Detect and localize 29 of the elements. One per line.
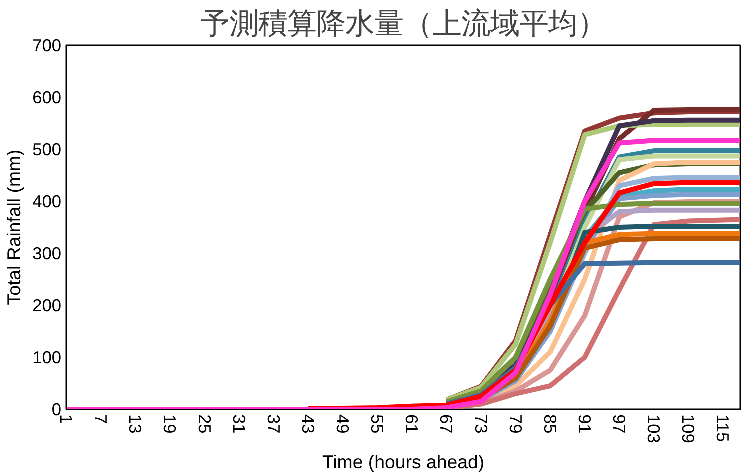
x-tick-label: 79 bbox=[506, 414, 526, 434]
x-tick-label: 109 bbox=[678, 414, 699, 444]
y-tick-label: 100 bbox=[32, 348, 62, 368]
x-tick-label: 7 bbox=[91, 414, 112, 424]
x-tick-label: 73 bbox=[471, 414, 492, 434]
chart-title: 予測積算降水量（上流域平均） bbox=[200, 8, 606, 40]
y-tick-label: 400 bbox=[32, 192, 62, 212]
x-tick-label: 103 bbox=[644, 414, 664, 444]
y-tick-label: 600 bbox=[32, 88, 62, 108]
x-tick-label: 43 bbox=[298, 414, 318, 434]
x-tick-label: 67 bbox=[436, 414, 457, 434]
x-tick-label: 85 bbox=[540, 414, 560, 434]
y-tick-label: 700 bbox=[32, 36, 62, 56]
x-tick-label: 55 bbox=[368, 414, 388, 434]
x-tick-label: 19 bbox=[160, 414, 180, 434]
x-tick-label: 37 bbox=[264, 414, 284, 434]
x-tick-label: 115 bbox=[713, 414, 734, 442]
x-tick-label: 31 bbox=[229, 414, 250, 434]
x-tick-label: 13 bbox=[126, 414, 146, 434]
x-tick-label: 25 bbox=[194, 414, 215, 434]
y-tick-label: 300 bbox=[32, 244, 62, 264]
x-tick-label: 91 bbox=[574, 414, 595, 434]
y-tick-label: 500 bbox=[32, 140, 62, 160]
x-axis-title: Time (hours ahead) bbox=[322, 451, 485, 472]
y-axis-title: Total Rainfall (mm) bbox=[4, 150, 25, 306]
x-tick-label: 97 bbox=[610, 414, 630, 434]
x-tick-label: 49 bbox=[333, 414, 354, 434]
y-tick-label: 200 bbox=[32, 296, 62, 316]
x-tick-label: 61 bbox=[402, 414, 422, 434]
